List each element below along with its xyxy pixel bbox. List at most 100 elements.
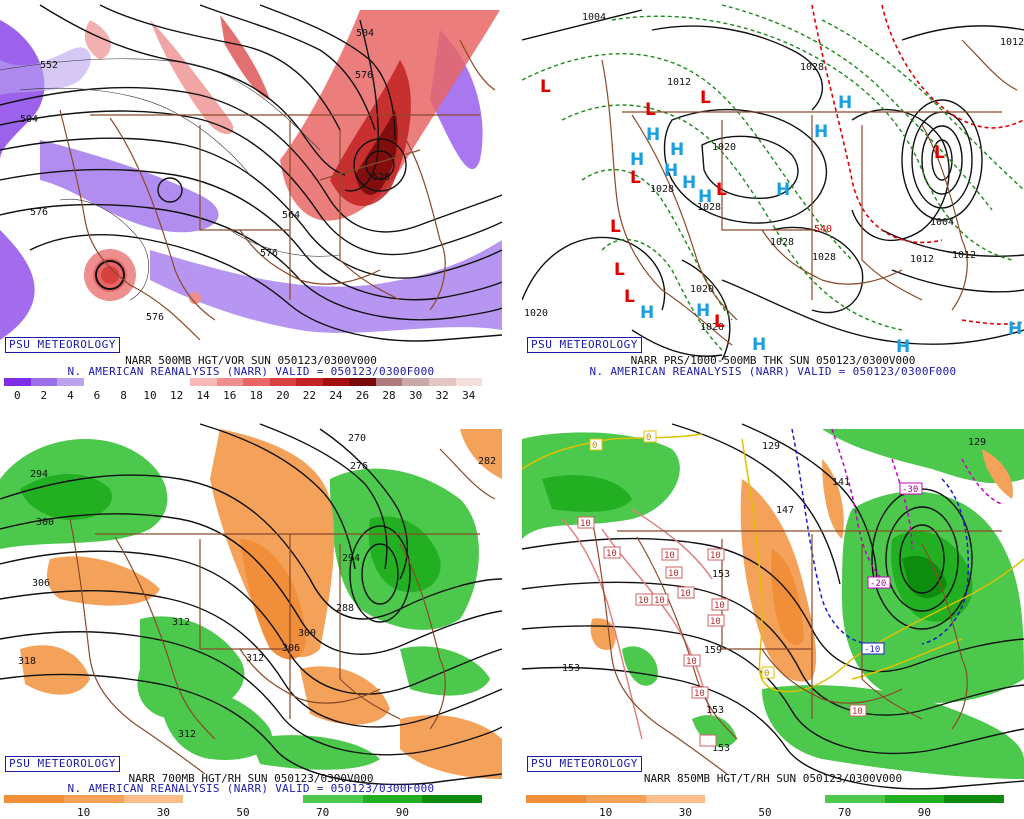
svg-text:L: L xyxy=(716,180,727,200)
isobars xyxy=(522,9,1024,361)
svg-text:L: L xyxy=(624,287,635,307)
colorbar-tick-label: 10 xyxy=(77,806,91,819)
contour-labels: 270 276 282 294 300 306 312 318 312 306 … xyxy=(18,433,496,740)
svg-text:1020: 1020 xyxy=(700,322,724,333)
caption-valid: N. AMERICAN REANALYSIS (NARR) VALID = 05… xyxy=(67,782,435,795)
caption-valid: N. AMERICAN REANALYSIS (NARR) VALID = 05… xyxy=(67,365,435,378)
svg-text:153: 153 xyxy=(706,705,724,716)
svg-text:312: 312 xyxy=(246,653,264,664)
svg-text:H: H xyxy=(838,93,852,113)
svg-text:10: 10 xyxy=(668,569,679,579)
svg-text:1012: 1012 xyxy=(910,254,934,265)
contour-labels: 129 129 141 147 153 159 153 153 153 xyxy=(562,437,986,754)
colorbar-segment xyxy=(349,378,376,386)
panel-700mb: 270 276 282 294 300 306 312 318 312 306 … xyxy=(0,419,502,819)
colorbar-segment xyxy=(136,378,164,386)
colorbar-tick-label: 10 xyxy=(599,806,613,819)
svg-text:153: 153 xyxy=(712,743,730,754)
svg-text:306: 306 xyxy=(32,578,50,589)
svg-text:H: H xyxy=(696,301,710,321)
svg-text:504: 504 xyxy=(356,28,374,39)
vorticity-colorbar-ticks: 0 2 4 6 8 10 12 14 16 18 20 22 24 26 28 30 32 34 xyxy=(4,389,482,400)
svg-text:528: 528 xyxy=(372,172,390,183)
colorbar-tick-label: 8 xyxy=(120,389,127,400)
svg-text:10: 10 xyxy=(714,601,725,611)
svg-text:H: H xyxy=(1008,319,1022,339)
svg-text:10: 10 xyxy=(694,689,705,699)
svg-text:1028: 1028 xyxy=(800,62,824,73)
svg-text:300: 300 xyxy=(298,628,316,639)
svg-text:300: 300 xyxy=(36,517,54,528)
colorbar-segment xyxy=(123,795,184,803)
svg-text:10: 10 xyxy=(580,519,591,529)
colorbar-segment xyxy=(183,795,243,803)
height-contours xyxy=(522,423,1024,790)
svg-text:H: H xyxy=(670,140,684,160)
colorbar-tick-label: 14 xyxy=(196,389,210,400)
borders xyxy=(601,39,1018,346)
colorbar-tick-label: 10 xyxy=(143,389,157,400)
rh-colorbar xyxy=(4,795,482,803)
caption-title: NARR 850MB HGT/T/RH SUN 050123/0300V000 xyxy=(643,772,903,785)
temperature-contours xyxy=(522,428,1024,740)
svg-text:10: 10 xyxy=(680,589,691,599)
colorbar-tick-label: 24 xyxy=(329,389,343,400)
colorbar-tick-label: 28 xyxy=(382,389,396,400)
colorbar-segment xyxy=(4,795,64,803)
colorbar-tick-label: 4 xyxy=(67,389,74,400)
colorbar-segment xyxy=(765,795,825,803)
colorbar-tick-label: 2 xyxy=(40,389,48,400)
svg-text:10: 10 xyxy=(710,551,721,561)
colorbar-tick-label: 18 xyxy=(249,389,263,400)
temperature-labels: 0 0 10 10 10 10 10 10 10 10 10 10 10 10 … xyxy=(577,430,923,747)
svg-text:1028: 1028 xyxy=(812,252,836,263)
svg-text:1012: 1012 xyxy=(667,77,691,88)
svg-text:H: H xyxy=(630,150,644,170)
map-700mb: 270 276 282 294 300 306 312 318 312 306 … xyxy=(0,423,502,786)
colorbar-segment xyxy=(429,378,456,386)
colorbar-segment xyxy=(402,378,429,386)
vorticity-fill xyxy=(0,10,502,340)
colorbar-segment xyxy=(322,378,350,386)
colorbar-tick-label: 70 xyxy=(838,806,852,819)
colorbar-tick-label: 0 xyxy=(13,389,21,400)
colorbar-tick-label: 26 xyxy=(355,389,370,400)
svg-text:1028: 1028 xyxy=(650,184,674,195)
svg-text:129: 129 xyxy=(762,441,780,452)
borders xyxy=(69,448,496,775)
colorbar-tick-label: 34 xyxy=(462,389,476,400)
svg-text:0: 0 xyxy=(646,433,651,443)
svg-text:1028: 1028 xyxy=(770,237,794,248)
svg-text:H: H xyxy=(682,173,696,193)
colorbar-segment xyxy=(57,378,84,386)
svg-text:312: 312 xyxy=(178,729,196,740)
svg-text:576: 576 xyxy=(30,207,48,218)
svg-text:504: 504 xyxy=(20,114,38,125)
colorbar-segment xyxy=(269,378,297,386)
borders xyxy=(591,518,1002,775)
svg-text:H: H xyxy=(814,122,828,142)
low-pressure-symbols: L L L L L L L L L L xyxy=(540,77,945,332)
svg-text:147: 147 xyxy=(776,505,794,516)
svg-text:1004: 1004 xyxy=(930,217,954,228)
colorbar-segment xyxy=(189,378,217,386)
colorbar-tick-label: 20 xyxy=(276,389,290,400)
map-850mb: 129 129 141 147 153 159 153 153 153 0 0 … xyxy=(522,423,1024,790)
colorbar-segment xyxy=(422,795,482,803)
thickness-contours xyxy=(522,4,1024,351)
colorbar-tick-label: 30 xyxy=(156,806,170,819)
svg-text:153: 153 xyxy=(712,569,730,580)
colorbar-segment xyxy=(585,795,646,803)
colorbar-segment xyxy=(216,378,244,386)
svg-text:576: 576 xyxy=(355,70,373,81)
colorbar-segment xyxy=(163,378,190,386)
vorticity-colorbar xyxy=(4,378,483,386)
svg-text:1028: 1028 xyxy=(697,202,721,213)
svg-text:10: 10 xyxy=(710,617,721,627)
svg-text:576: 576 xyxy=(146,312,164,323)
colorbar-segment xyxy=(455,378,483,386)
colorbar-segment xyxy=(63,795,124,803)
svg-text:L: L xyxy=(645,100,656,120)
colorbar-segment xyxy=(302,795,363,803)
rh-colorbar-ticks: 10 30 50 70 90 xyxy=(526,806,1004,819)
